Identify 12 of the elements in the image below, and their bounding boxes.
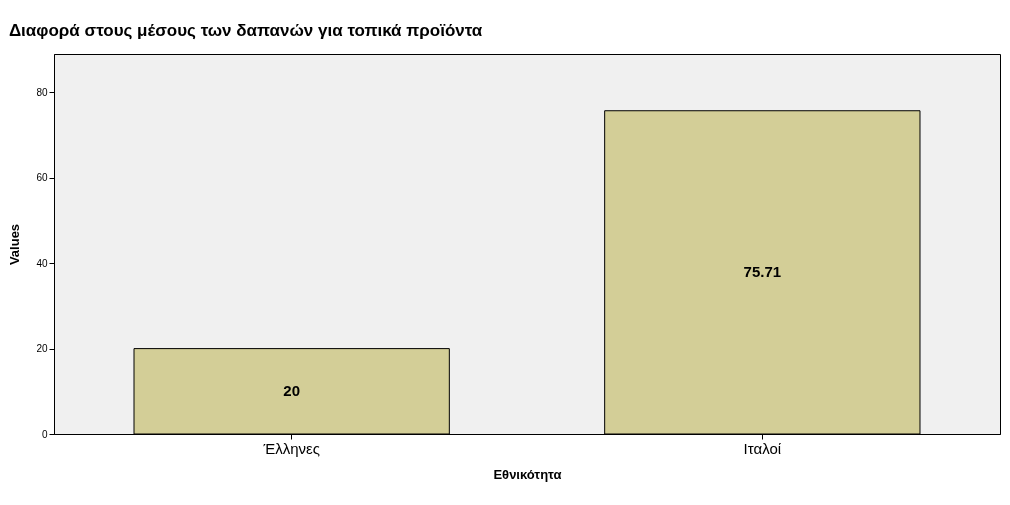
x-axis-title: Εθνικότητα <box>493 466 562 482</box>
x-tick-label: Έλληνες <box>262 439 320 457</box>
y-tick-label: 60 <box>36 172 48 184</box>
y-tick-label: 40 <box>36 257 48 269</box>
x-tick-label: Ιταλοί <box>743 439 782 457</box>
chart-title: Διαφορά στους μέσους των δαπανών για τοπικά προϊόντα <box>8 21 483 40</box>
y-tick-label: 80 <box>36 86 48 98</box>
y-axis-title: Values <box>7 223 23 266</box>
data-label: 75.71 <box>743 263 782 281</box>
y-tick-label: 0 <box>41 428 48 440</box>
y-tick-label: 20 <box>36 343 48 355</box>
data-label: 20 <box>283 382 301 400</box>
